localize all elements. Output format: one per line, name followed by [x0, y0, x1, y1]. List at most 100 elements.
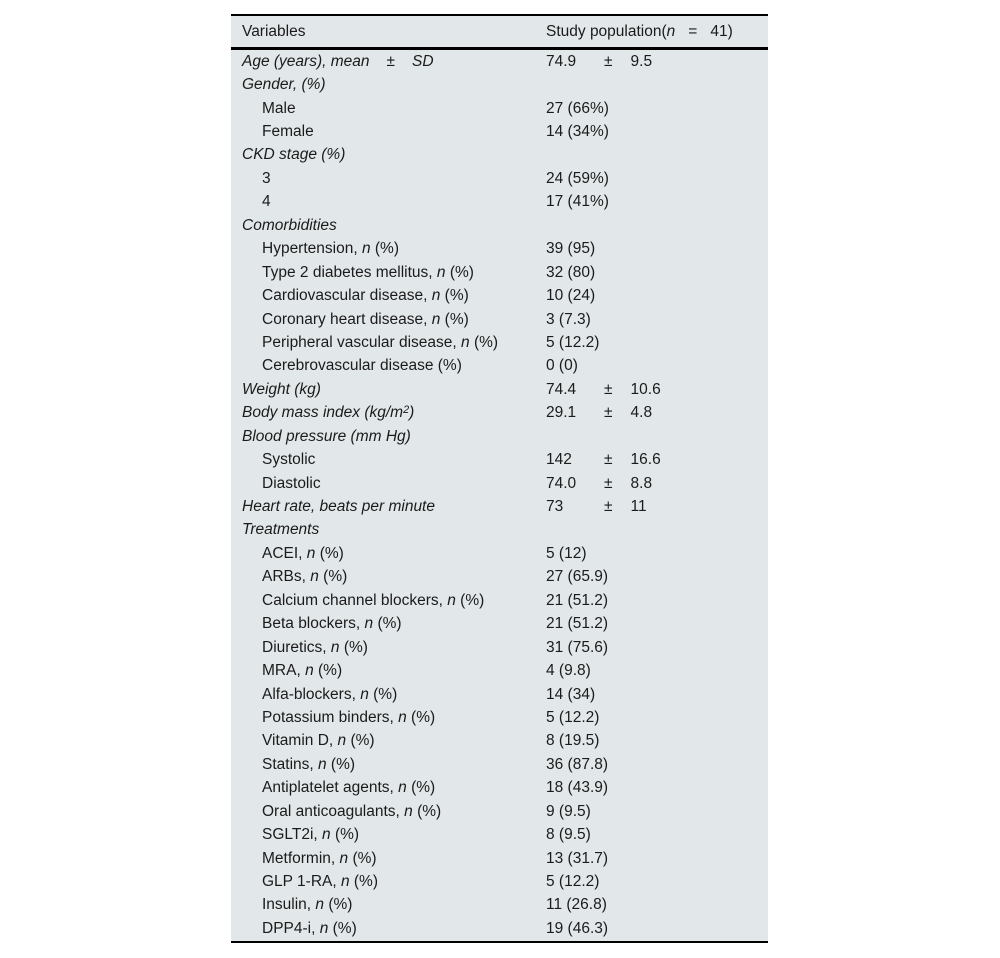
value-part: 10.6: [630, 380, 661, 398]
label-part: ACEI,: [262, 544, 307, 562]
value-part: 17 (41%): [546, 193, 609, 211]
label-part: Oral anticoagulants,: [262, 802, 405, 820]
row-value: 10 (24): [546, 287, 768, 305]
table-row: Potassium binders, n (%) 5 (12.2): [231, 706, 768, 729]
header-part: Study population(: [546, 22, 667, 40]
label-part: (%): [346, 732, 375, 750]
row-value: 11 (26.8): [546, 896, 768, 914]
value-part: 0 (0): [546, 357, 578, 375]
row-label: GLP 1-RA, n (%): [231, 873, 546, 891]
value-part: ±: [604, 52, 613, 70]
label-part: Diastolic: [262, 474, 321, 492]
label-part: n: [318, 755, 327, 773]
row-label: MRA, n (%): [231, 662, 546, 680]
label-part: n: [305, 662, 314, 680]
label-part: (%): [440, 287, 469, 305]
label-part: (%): [315, 544, 344, 562]
table-row: Gender, (%): [231, 73, 768, 96]
row-label: Beta blockers, n (%): [231, 615, 546, 633]
row-label: Female: [231, 123, 546, 141]
row-value: 29.1 ±4.8: [546, 404, 768, 422]
row-label: Blood pressure (mm Hg): [231, 428, 546, 446]
row-label: Oral anticoagulants, n (%): [231, 803, 546, 821]
row-value: 5 (12.2): [546, 334, 768, 352]
table-row: 4 17 (41%): [231, 191, 768, 214]
study-population-table: Variables Study population(n = 41) Age (ye…: [231, 14, 768, 943]
value-part: 18 (43.9): [546, 779, 609, 797]
label-part: n: [431, 310, 441, 328]
label-part: Male: [262, 99, 296, 117]
label-part: Comorbidities: [242, 216, 337, 234]
label-part: (%): [339, 638, 368, 656]
value-part: 5 (12.2): [546, 873, 600, 891]
row-label: Age (years), mean ± SD: [231, 53, 546, 71]
label-part: (%): [469, 333, 499, 351]
label-part: Gender, (%): [242, 76, 326, 94]
row-value: 39 (95): [546, 240, 768, 258]
label-part: (%): [412, 802, 442, 820]
row-label: Diuretics, n (%): [231, 639, 546, 657]
table-row: Weight (kg) 74.4 ±10.6: [231, 378, 768, 401]
table-row: Blood pressure (mm Hg): [231, 425, 768, 448]
value-part: 4 (9.8): [546, 662, 591, 680]
table-row: Statins, n (%) 36 (87.8): [231, 753, 768, 776]
value-part: 14 (34%): [546, 123, 609, 141]
label-part: GLP 1-RA,: [262, 873, 341, 891]
table-row: Alfa-blockers, n (%) 14 (34): [231, 683, 768, 706]
row-label: Statins, n (%): [231, 756, 546, 774]
value-part: 31 (75.6): [546, 638, 609, 656]
table-row: ARBs, n (%) 27 (65.9): [231, 566, 768, 589]
table-row: Age (years), mean ± SD 74.9 ±9.5: [231, 50, 768, 73]
value-part: 21 (51.2): [546, 615, 609, 633]
row-value: 13 (31.7): [546, 850, 768, 868]
row-label: Insulin, n (%): [231, 896, 546, 914]
label-part: (%): [455, 591, 485, 609]
row-value: 24 (59%): [546, 170, 768, 188]
header-part: 41): [710, 22, 733, 40]
row-label: Peripheral vascular disease, n (%): [231, 334, 546, 352]
value-part: 4.8: [630, 404, 653, 422]
label-part: Cardiovascular disease,: [262, 287, 432, 305]
label-part: 2: [403, 404, 410, 417]
row-value: 74.0 ±8.8: [546, 475, 768, 493]
label-part: n: [310, 568, 319, 586]
row-value: 8 (9.5): [546, 826, 768, 844]
row-label: Diastolic: [231, 475, 546, 493]
value-part: 11 (26.8): [546, 896, 607, 914]
label-part: (%): [406, 708, 436, 726]
value-part: 21 (51.2): [546, 591, 609, 609]
label-part: n: [360, 685, 369, 703]
label-part: DPP4-i,: [262, 919, 320, 937]
label-part: Beta blockers,: [262, 615, 365, 633]
label-part: Systolic: [262, 451, 316, 469]
label-part: n: [436, 263, 446, 281]
row-value: 0 (0): [546, 357, 768, 375]
label-part: Weight (kg): [242, 380, 321, 398]
label-part: (%): [313, 662, 343, 680]
value-part: 27 (65.9): [546, 568, 609, 586]
row-value: 14 (34%): [546, 123, 768, 141]
row-label: Comorbidities: [231, 217, 546, 235]
table-row: Cerebrovascular disease (%) 0 (0): [231, 355, 768, 378]
header-variables: Variables: [242, 22, 306, 40]
row-label: Coronary heart disease, n (%): [231, 311, 546, 329]
row-value: 9 (9.5): [546, 803, 768, 821]
row-value: 5 (12.2): [546, 709, 768, 727]
row-label: Hypertension, n (%): [231, 240, 546, 258]
value-part: 74.9: [546, 52, 577, 70]
label-part: (%): [373, 615, 402, 633]
row-label: Antiplatelet agents, n (%): [231, 779, 546, 797]
row-label: CKD stage (%): [231, 146, 546, 164]
value-part: ±: [604, 380, 613, 398]
label-part: Hypertension,: [262, 240, 362, 258]
row-value: 8 (19.5): [546, 732, 768, 750]
row-value: 18 (43.9): [546, 779, 768, 797]
row-label: 4: [231, 193, 546, 211]
row-value: 74.4 ±10.6: [546, 381, 768, 399]
value-part: ±: [604, 498, 613, 516]
value-part: 73: [546, 498, 564, 516]
table-row: Vitamin D, n (%) 8 (19.5): [231, 730, 768, 753]
label-part: CKD stage (%): [242, 146, 346, 164]
label-part: Vitamin D,: [262, 732, 338, 750]
row-value: 19 (46.3): [546, 920, 768, 938]
